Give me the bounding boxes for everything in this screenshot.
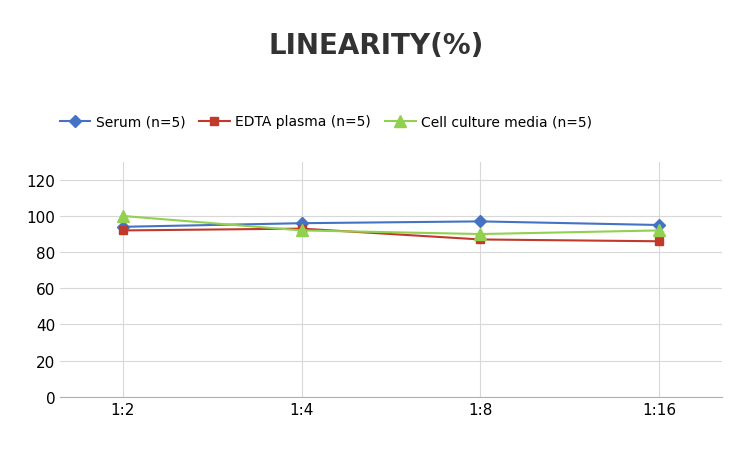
Serum (n=5) — [118, 225, 127, 230]
EDTA plasma (n=5) — [297, 226, 306, 232]
Cell culture media (n=5) — [297, 228, 306, 234]
Cell culture media (n=5) — [655, 228, 664, 234]
EDTA plasma (n=5) — [476, 237, 485, 243]
Serum (n=5) — [655, 223, 664, 228]
Serum (n=5) — [476, 219, 485, 225]
Line: Cell culture media (n=5): Cell culture media (n=5) — [117, 211, 665, 240]
Text: LINEARITY(%): LINEARITY(%) — [268, 32, 484, 60]
Cell culture media (n=5) — [118, 214, 127, 219]
EDTA plasma (n=5) — [655, 239, 664, 244]
Serum (n=5) — [297, 221, 306, 226]
Line: Serum (n=5): Serum (n=5) — [119, 218, 663, 231]
Legend: Serum (n=5), EDTA plasma (n=5), Cell culture media (n=5): Serum (n=5), EDTA plasma (n=5), Cell cul… — [59, 115, 592, 129]
EDTA plasma (n=5) — [118, 228, 127, 234]
Line: EDTA plasma (n=5): EDTA plasma (n=5) — [119, 225, 663, 246]
Cell culture media (n=5) — [476, 232, 485, 237]
